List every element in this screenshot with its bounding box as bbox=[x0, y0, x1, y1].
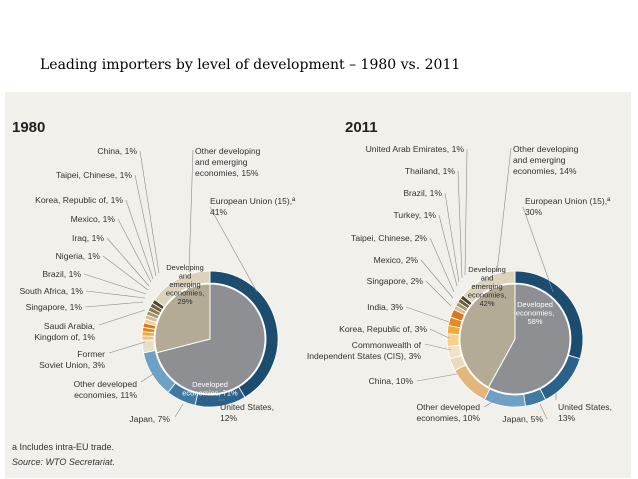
leader-line-2011-10 bbox=[429, 237, 455, 293]
outer-label-1980-9: Nigeria, 1% bbox=[56, 251, 101, 261]
outer-label-1980-15: Other developing and emerging economies, 1… bbox=[195, 146, 261, 178]
leader-line-1980-0 bbox=[209, 206, 258, 293]
outer-label-1980-12: Korea, Republic of, 1% bbox=[35, 195, 123, 205]
outer-label-1980-1: United States, 12% bbox=[220, 402, 274, 423]
leader-line-1980-11 bbox=[117, 218, 152, 283]
leader-line-2011-2 bbox=[539, 403, 548, 420]
outer-label-2011-11: Turkey, 1% bbox=[393, 210, 436, 220]
inner-slice-1980-1 bbox=[154, 283, 211, 354]
leader-line-1980-3 bbox=[140, 373, 154, 383]
leader-line-1980-14 bbox=[139, 150, 160, 274]
outer-label-2011-14: United Arab Emirates, 1% bbox=[366, 144, 465, 154]
inner-slice-2011-1 bbox=[459, 283, 516, 388]
outer-label-1980-13: Taipei, Chinese, 1% bbox=[56, 170, 132, 180]
outer-label-2011-5: Commonwealth of Independent States (CIS),… bbox=[307, 340, 422, 361]
outer-label-1980-2: Japan, 7% bbox=[129, 414, 170, 424]
leader-line-1980-5 bbox=[98, 309, 146, 326]
outer-label-1980-11: Mexico, 1% bbox=[71, 214, 116, 224]
outer-label-2011-4: China, 10% bbox=[369, 376, 414, 386]
inner-slice-2011-0 bbox=[487, 283, 571, 395]
outer-label-2011-1: United States, 13% bbox=[558, 402, 612, 423]
leader-line-2011-0 bbox=[522, 206, 554, 293]
source-note: Source: WTO Secretariat. bbox=[12, 457, 115, 467]
inner-label-2011-1: Developing and emerging economies, 42% bbox=[468, 265, 506, 308]
outer-label-2011-2: Japan, 5% bbox=[502, 414, 543, 424]
leader-line-2011-13 bbox=[457, 170, 463, 279]
leader-line-1980-13 bbox=[134, 174, 157, 277]
outer-label-2011-3: Other developed economies, 10% bbox=[416, 402, 480, 423]
outer-slice-1980-4 bbox=[141, 339, 156, 354]
outer-label-1980-0: European Union (15),ª 41% bbox=[210, 196, 296, 217]
leader-line-2011-12 bbox=[444, 192, 460, 283]
outer-label-1980-8: Brazil, 1% bbox=[42, 269, 81, 279]
leader-line-2011-6 bbox=[429, 328, 450, 339]
leader-line-2011-8 bbox=[425, 280, 452, 307]
leader-line-2011-11 bbox=[438, 214, 458, 287]
inner-label-2011-0: Developed economies, 58% bbox=[516, 300, 554, 326]
inner-label-1980-0: Developed economies, 71% bbox=[182, 380, 238, 398]
outer-label-2011-10: Taipei, Chinese, 2% bbox=[351, 233, 427, 243]
outer-slice-2011-15 bbox=[462, 270, 516, 304]
leader-line-1980-4 bbox=[108, 341, 146, 354]
leader-line-2011-15 bbox=[496, 147, 512, 273]
outer-label-1980-14: China, 1% bbox=[97, 146, 137, 156]
leader-line-1980-15 bbox=[188, 149, 194, 273]
outer-label-2011-15: Other developing and emerging economies, 1… bbox=[513, 144, 579, 176]
inner-label-1980-1: Developing and emerging economies, 29% bbox=[166, 263, 204, 306]
leader-line-2011-5 bbox=[424, 343, 452, 351]
chart-title-2011: 2011 bbox=[345, 119, 378, 136]
leader-line-2011-14 bbox=[464, 148, 468, 276]
leader-line-1980-7 bbox=[85, 290, 146, 299]
leader-line-2011-7 bbox=[405, 306, 450, 323]
outer-label-1980-6: Singapore, 1% bbox=[26, 302, 83, 312]
leader-line-2011-3 bbox=[483, 397, 500, 408]
outer-label-1980-5: Saudi Arabia, Kingdom of, 1% bbox=[34, 321, 95, 342]
chart-title-1980: 1980 bbox=[12, 119, 45, 136]
outer-label-2011-6: Korea, Republic of, 3% bbox=[339, 324, 427, 334]
outer-label-1980-3: Other developed economies, 11% bbox=[73, 379, 137, 400]
outer-slice-1980-15 bbox=[154, 270, 211, 308]
footnote: a Includes intra-EU trade. bbox=[12, 442, 115, 452]
leader-line-2011-9 bbox=[420, 259, 454, 299]
outer-label-2011-7: India, 3% bbox=[367, 302, 403, 312]
outer-label-1980-10: Iraq, 1% bbox=[72, 233, 104, 243]
outer-label-2011-0: European Union (15),ª 30% bbox=[525, 196, 611, 217]
outer-slice-2011-7 bbox=[446, 333, 460, 347]
leader-line-1980-8 bbox=[83, 273, 147, 295]
slide-title: Leading importers by level of developmen… bbox=[40, 57, 461, 73]
outer-label-2011-12: Brazil, 1% bbox=[403, 188, 442, 198]
leader-line-1980-2 bbox=[174, 403, 184, 418]
outer-label-1980-7: South Africa, 1% bbox=[19, 286, 83, 296]
chart-canvas: 1980 Developed economies, 71% Developing and… bbox=[12, 119, 612, 424]
leader-line-1980-9 bbox=[102, 255, 149, 291]
outer-label-2011-13: Thailand, 1% bbox=[405, 166, 456, 176]
inner-slice-1980-0 bbox=[156, 283, 266, 395]
leader-line-2011-4 bbox=[416, 373, 458, 382]
outer-label-2011-8: Singapore, 2% bbox=[367, 276, 424, 286]
leader-line-1980-10 bbox=[106, 237, 150, 287]
outer-label-1980-4: Former Soviet Union, 3% bbox=[39, 349, 105, 370]
outer-label-2011-9: Mexico, 2% bbox=[374, 255, 419, 265]
chart-figure: 1980 Developed economies, 71% Developing and… bbox=[5, 92, 631, 478]
leader-line-1980-6 bbox=[84, 301, 144, 308]
leader-line-1980-12 bbox=[125, 199, 154, 280]
